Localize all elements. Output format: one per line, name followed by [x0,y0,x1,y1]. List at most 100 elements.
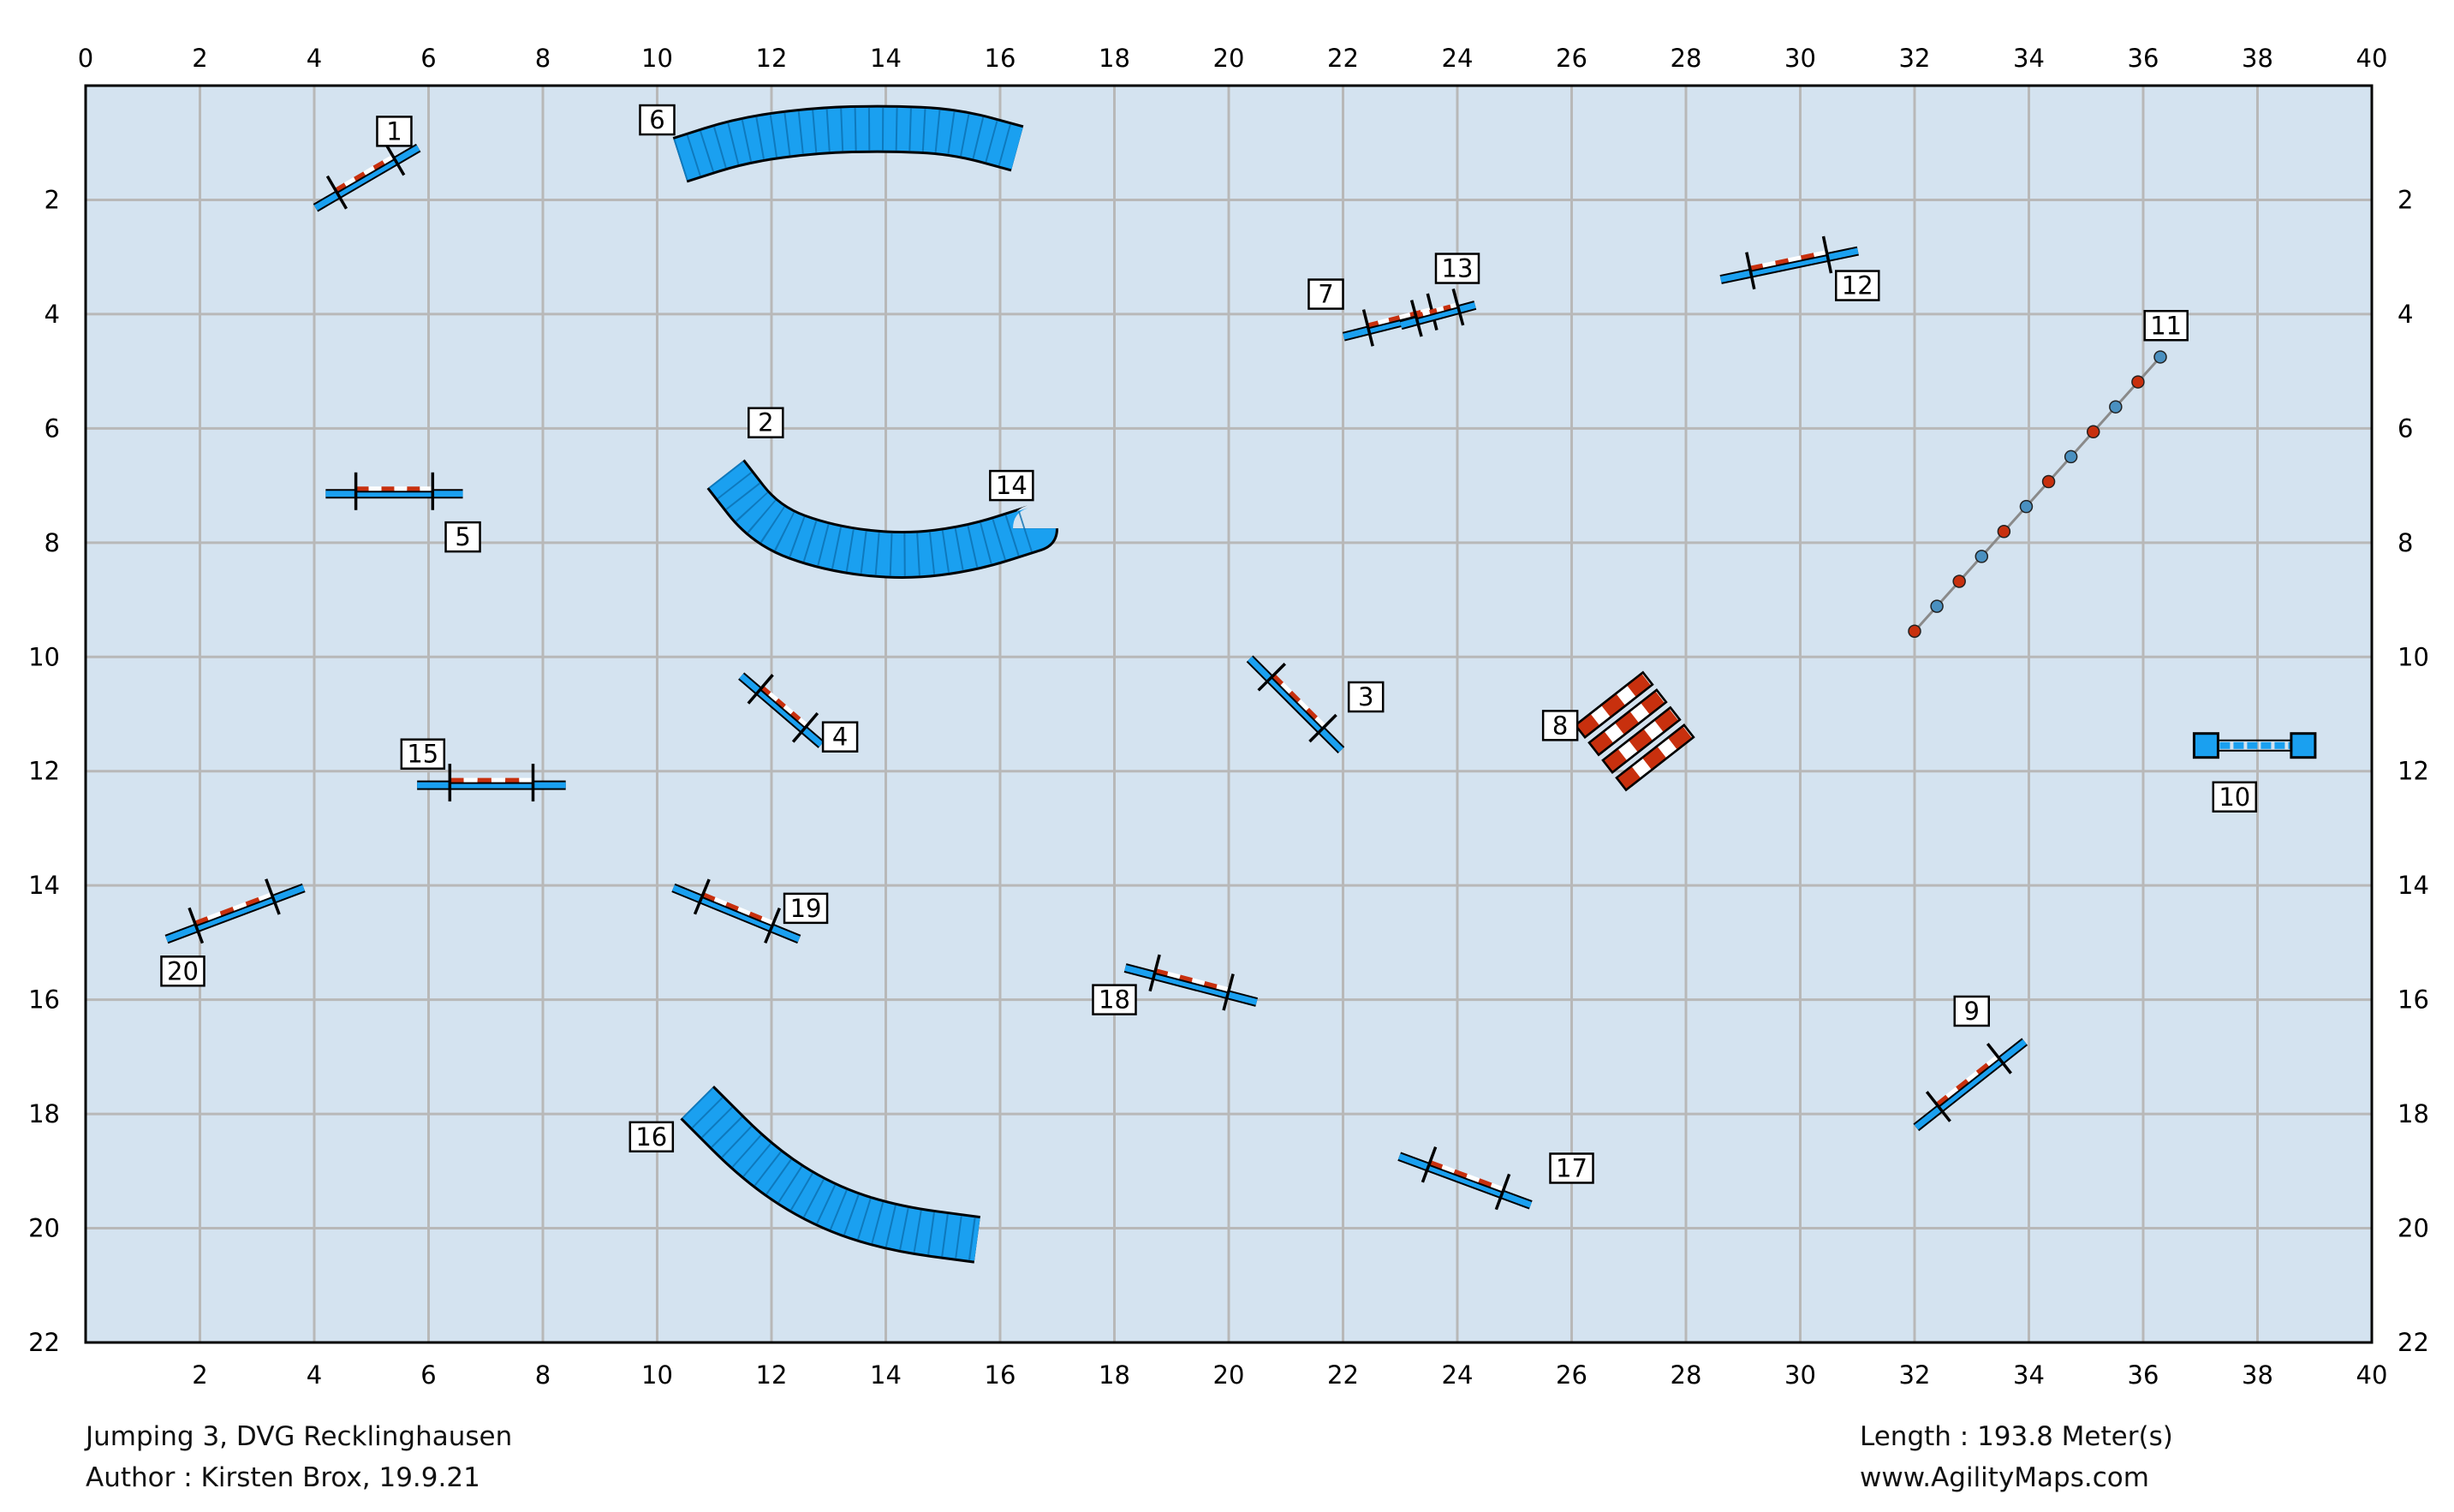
wall-brick [1600,693,1626,717]
x-tick-top: 40 [2356,44,2388,73]
number-label-20: 20 [167,956,199,985]
wall-brick [1626,673,1652,698]
number-box [783,892,829,925]
jump-12 [1719,235,1859,290]
number-box [639,104,676,136]
jump-bar-segment [1443,304,1451,311]
number-box [1307,278,1344,310]
x-tick-bottom: 28 [1671,1360,1702,1390]
x-tick-bottom: 18 [1099,1360,1130,1390]
jump-bar-segment [725,902,740,911]
x-tick-top: 22 [1327,44,1359,73]
jump-bar-segment [1429,307,1438,314]
website-link[interactable]: www.AgilityMaps.com [1860,1462,2149,1493]
wall-brick [1628,729,1653,753]
jump-4 [738,672,825,748]
jump-bar-segment [206,911,222,920]
jump-outline [1271,676,1325,729]
x-tick-top: 14 [870,44,902,73]
obstacles [164,104,2317,1264]
x-tick-bottom: 14 [870,1360,902,1390]
jump-bar-segment [354,171,366,182]
wall-brick [1641,746,1667,771]
jump-15 [417,764,566,802]
y-tick-right: 22 [2397,1328,2429,1357]
number-box [1092,984,1137,1015]
x-tick-bottom: 10 [641,1360,673,1390]
x-tick-bottom: 20 [1213,1360,1245,1390]
jump-bar-segment [1436,306,1444,313]
number-label-12: 12 [1842,271,1873,301]
jump-bar-segment [1749,263,1764,271]
number-label-18: 18 [1099,985,1130,1015]
number-box [748,407,784,438]
x-tick-top: 18 [1099,44,1130,73]
jump-bar-segment [1441,1164,1456,1174]
wall-plank-outline [1601,705,1682,774]
number-box [1953,995,1990,1027]
jump-bar-segment [1956,1079,1969,1091]
jump-bar-segment [363,165,376,176]
jump-wing [313,145,420,211]
jump-bar-segment [1466,1173,1480,1182]
wall-plank-outline [1574,670,1654,739]
jump-bar-segment [372,160,385,170]
x-tick-bottom: 12 [756,1360,788,1390]
y-tick-right: 8 [2397,528,2413,557]
jump-stand [791,711,819,743]
number-box [160,955,205,987]
jump-stand [325,175,348,210]
x-tick-bottom: 38 [2242,1360,2273,1390]
tunnel-16 [680,1085,980,1264]
x-tick-top: 34 [2013,44,2045,73]
jump-outline [759,688,807,729]
jump-stand [747,674,774,705]
y-tick-right: 16 [2397,985,2429,1015]
x-tick-bottom: 16 [985,1360,1016,1390]
number-label-11: 11 [2150,311,2182,340]
jump-stand [188,907,205,944]
number-label-3: 3 [1358,682,1373,711]
jump-bar-segment [737,907,751,916]
jump-outline [1749,253,1828,272]
x-tick-bottom: 6 [420,1360,436,1390]
jump-bar-segment [1813,250,1827,258]
jump-outline [1428,1163,1504,1194]
jump-9 [1913,1038,2028,1132]
number-label-14: 14 [996,471,1027,500]
jump-bar-segment [334,182,347,193]
y-tick-left: 2 [45,185,60,214]
number-label-13: 13 [1442,254,1474,283]
jump-bar-segment [1377,318,1390,325]
jump-bar-segment [1314,716,1326,729]
y-tick-right: 4 [2397,300,2413,329]
jump-bar-segment [1154,968,1169,976]
jump-stand [1409,300,1423,337]
jump-stand [1821,235,1833,274]
jump-bar-segment [1420,307,1432,314]
jump-bar-segment [1306,707,1318,720]
jump-bar-segment [1297,699,1309,711]
weave-pole [2109,400,2123,414]
number-label-8: 8 [1552,711,1568,740]
number-box [444,521,481,553]
y-tick-left: 6 [45,414,60,443]
x-tick-bottom: 32 [1899,1360,1931,1390]
x-tick-bottom: 26 [1556,1360,1587,1390]
jump-bar-segment [194,916,209,926]
jump-stand [764,907,782,944]
x-tick-bottom: 30 [1784,1360,1816,1390]
course-author: Author : Kirsten Brox, 19.9.21 [86,1462,480,1493]
x-tick-bottom: 4 [307,1360,322,1390]
jump-wing [1397,1153,1532,1208]
wall-brick [1614,711,1640,735]
tunnel-body [673,107,1023,181]
jump-wing [1248,656,1343,753]
jump-wing [1124,965,1258,1005]
jump-bar-segment [1775,258,1790,265]
jump-wing [739,673,824,747]
wall-plank-outline [1587,688,1668,757]
jump-stand [1494,1173,1511,1211]
jump-wing [165,884,305,943]
x-tick-top: 10 [641,44,673,73]
